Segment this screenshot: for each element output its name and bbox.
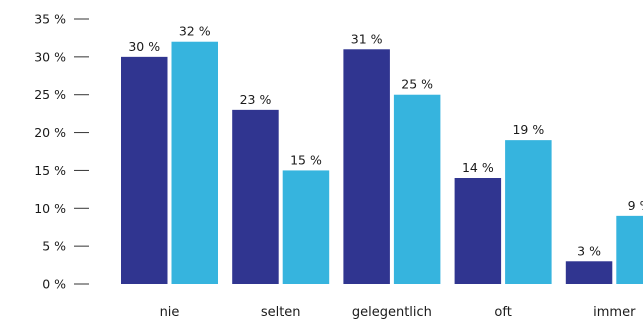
y-axis: 0 % 5 % 10 % 15 % 20 % 25 % 30 % 35 % [34,12,89,292]
bar-immer-series-1 [565,261,613,284]
y-tick-label: 10 % [34,201,66,216]
y-tick-label: 30 % [34,49,66,64]
data-label: 30 % [128,39,160,54]
bar-selten-series-2 [282,170,330,284]
bar-selten-series-1 [232,109,279,284]
x-category-label: oft [494,305,511,320]
bar-oft-series-1 [454,178,502,284]
data-label: 23 % [240,92,272,107]
data-label: 31 % [351,31,383,46]
bar-gelegentlich-series-1 [343,49,390,285]
data-label: 3 % [577,243,601,258]
data-labels: 30 % 32 % 23 % 15 % 31 % 25 % 14 % 19 % 3 % 9 % [128,24,643,259]
bars [121,41,643,285]
data-label: 9 % [628,198,643,213]
y-tick-label: 5 % [42,239,66,254]
data-label: 19 % [512,122,544,137]
data-label: 15 % [290,152,322,167]
x-axis: nie selten gelegentlich oft immer [160,305,637,320]
y-tick-label: 15 % [34,163,66,178]
data-label: 25 % [401,77,433,92]
y-tick-label: 20 % [34,125,66,140]
bar-oft-series-2 [505,140,552,284]
y-tick-label: 0 % [42,277,66,292]
bar-immer-series-2 [616,215,643,284]
bar-gelegentlich-series-2 [393,94,441,284]
y-tick-label: 35 % [34,12,66,27]
x-category-label: immer [593,305,636,320]
data-label: 14 % [462,160,494,175]
x-category-label: selten [261,305,301,320]
y-tick-label: 25 % [34,87,66,102]
bar-nie-series-2 [171,41,218,284]
x-category-label: nie [160,305,180,320]
x-category-label: gelegentlich [352,305,432,320]
bar-nie-series-1 [121,56,168,284]
data-label: 32 % [179,24,211,39]
